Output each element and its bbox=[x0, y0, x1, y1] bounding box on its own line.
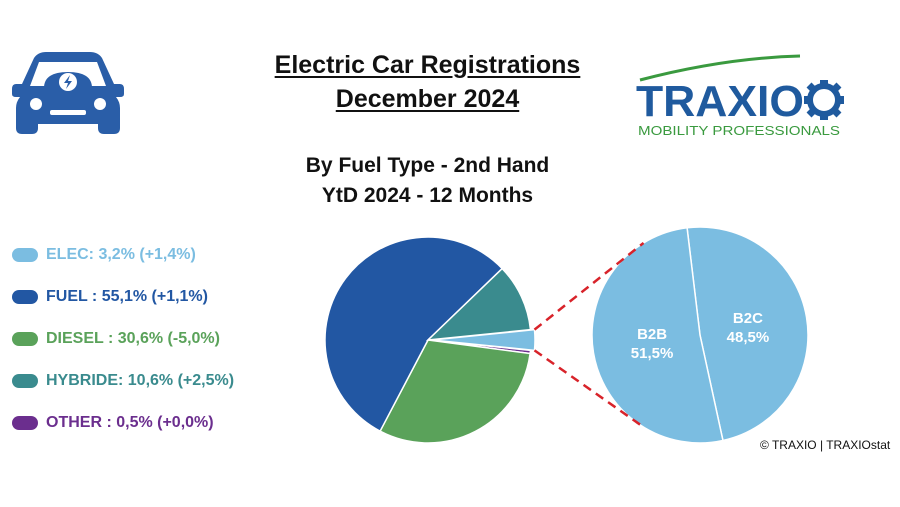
logo-brand-text: TRAXIO bbox=[636, 77, 804, 126]
legend-swatch bbox=[12, 416, 38, 430]
copyright-text: © TRAXIO | TRAXIOstat bbox=[760, 438, 891, 452]
chart-title-line2: December 2024 bbox=[335, 85, 520, 113]
chart-subtitle-line2: YtD 2024 - 12 Months bbox=[321, 184, 534, 207]
breakdown-label-b2c: B2C bbox=[733, 310, 763, 327]
chart-subtitle-line1: By Fuel Type - 2nd Hand bbox=[305, 154, 550, 177]
legend-swatch bbox=[12, 374, 38, 388]
breakdown-value-b2c: 48,5% bbox=[727, 329, 770, 346]
legend-swatch bbox=[12, 332, 38, 346]
legend-label: FUEL : 55,1% (+1,1%) bbox=[46, 288, 208, 305]
chart-title-line1: Electric Car Registrations bbox=[274, 51, 581, 79]
pie-slice-elec bbox=[431, 328, 536, 352]
pie-slice-fuel bbox=[324, 236, 504, 433]
pie-slice-diesel bbox=[379, 339, 531, 444]
gear-icon bbox=[804, 80, 844, 120]
traxio-logo: TRAXIO MOBILITY PROFESSIONALS bbox=[634, 54, 848, 145]
breakdown-value-b2b: 51,5% bbox=[631, 345, 674, 362]
logo-tagline-text: MOBILITY PROFESSIONALS bbox=[638, 123, 840, 138]
legend-label: HYBRIDE: 10,6% (+2,5%) bbox=[46, 372, 235, 389]
legend-label: DIESEL : 30,6% (-5,0%) bbox=[46, 330, 220, 347]
breakdown-label-b2b: B2B bbox=[637, 326, 667, 343]
legend-swatch bbox=[12, 290, 38, 304]
connector-line-top bbox=[533, 241, 645, 331]
legend-label: OTHER : 0,5% (+0,0%) bbox=[46, 414, 214, 431]
electric-car-icon bbox=[12, 52, 124, 134]
connector-line-bottom bbox=[533, 349, 645, 429]
legend-swatch bbox=[12, 248, 38, 262]
breakdown-slice-b2c bbox=[686, 226, 809, 442]
pie-slice-hybride bbox=[425, 267, 532, 341]
legend-label: ELEC: 3,2% (+1,4%) bbox=[46, 246, 196, 263]
